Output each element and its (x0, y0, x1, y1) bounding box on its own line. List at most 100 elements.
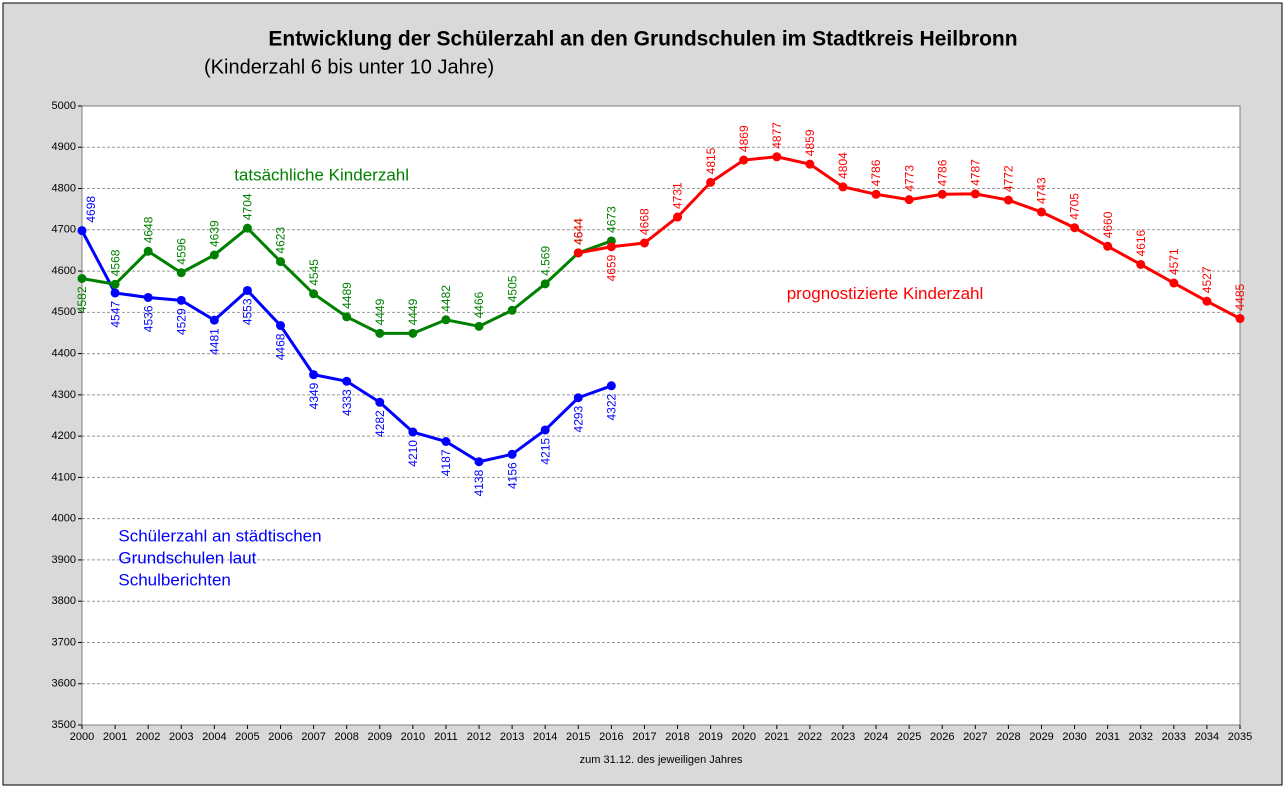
y-tick-label: 4400 (52, 348, 76, 360)
x-tick-label: 2010 (401, 731, 425, 743)
data-point (375, 328, 385, 338)
data-point (606, 242, 616, 252)
y-tick-label: 3700 (52, 636, 76, 648)
data-point (673, 212, 683, 222)
x-tick-label: 2025 (897, 731, 921, 743)
data-label: 4644 (571, 218, 585, 245)
data-point (507, 305, 517, 315)
data-point (706, 177, 716, 187)
data-label: 4536 (141, 305, 155, 332)
x-tick-label: 2023 (831, 731, 855, 743)
data-label: 4772 (1002, 165, 1016, 192)
x-tick-label: 2021 (765, 731, 789, 743)
data-label: 4349 (307, 382, 321, 409)
plot-area (81, 105, 1241, 726)
y-tick-label: 4200 (52, 430, 76, 442)
data-point (573, 393, 583, 403)
data-point (970, 189, 980, 199)
data-label: 4187 (439, 449, 453, 476)
data-label: 4293 (571, 405, 585, 432)
data-label: 4505 (505, 275, 519, 302)
annotation: Schulberichten (118, 571, 230, 590)
x-tick-label: 2030 (1062, 731, 1086, 743)
annotation: tatsächliche Kinderzahl (234, 166, 409, 185)
x-tick-label: 2015 (566, 731, 590, 743)
x-tick-label: 2001 (103, 731, 127, 743)
data-point (242, 223, 252, 233)
data-label: 4571 (1167, 248, 1181, 275)
data-label: 4787 (968, 159, 982, 186)
data-point (474, 457, 484, 467)
x-tick-label: 2004 (202, 731, 226, 743)
data-point (639, 238, 649, 248)
data-label: 4869 (737, 125, 751, 152)
x-tick-label: 2000 (70, 731, 94, 743)
y-tick-label: 3600 (52, 678, 76, 690)
data-label: 4333 (340, 389, 354, 416)
x-tick-label: 2007 (301, 731, 325, 743)
data-label: 4743 (1035, 177, 1049, 204)
y-tick-label: 4900 (52, 141, 76, 153)
y-tick-label: 3500 (52, 719, 76, 731)
data-point (1169, 278, 1179, 288)
data-point (441, 436, 451, 446)
data-point (143, 292, 153, 302)
data-point (772, 152, 782, 162)
data-label: 4705 (1068, 193, 1082, 220)
data-label: 4527 (1200, 266, 1214, 293)
data-label: 4138 (472, 469, 486, 496)
data-point (573, 248, 583, 258)
data-label: 4481 (208, 328, 222, 355)
y-tick-label: 4000 (52, 513, 76, 525)
data-point (507, 449, 517, 459)
x-tick-label: 2033 (1162, 731, 1186, 743)
x-tick-label: 2014 (533, 731, 557, 743)
data-point (309, 289, 319, 299)
data-label: 4698 (84, 196, 98, 223)
data-label: 4553 (241, 298, 255, 325)
data-point (904, 195, 914, 205)
data-label: 4449 (406, 298, 420, 325)
x-tick-label: 2017 (632, 731, 656, 743)
x-tick-label: 2027 (963, 731, 987, 743)
data-point (1003, 195, 1013, 205)
data-label: 4786 (869, 159, 883, 186)
annotation: prognostizierte Kinderzahl (787, 284, 984, 303)
x-tick-label: 2005 (235, 731, 259, 743)
x-tick-label: 2018 (665, 731, 689, 743)
data-point (408, 328, 418, 338)
data-label: 4815 (704, 147, 718, 174)
y-tick-label: 3900 (52, 554, 76, 566)
data-point (1235, 314, 1245, 324)
x-tick-label: 2006 (268, 731, 292, 743)
data-label: 4468 (274, 333, 288, 360)
data-label: 4529 (174, 308, 188, 335)
data-point (276, 321, 286, 331)
data-label: 4859 (803, 129, 817, 156)
y-tick-label: 4700 (52, 224, 76, 236)
data-label: 4282 (373, 410, 387, 437)
x-tick-label: 2031 (1095, 731, 1119, 743)
x-tick-label: 2009 (368, 731, 392, 743)
y-tick-label: 4800 (52, 182, 76, 194)
data-point (110, 279, 120, 289)
data-point (77, 273, 87, 283)
data-label: 4.569 (538, 246, 552, 276)
x-tick-label: 2016 (599, 731, 623, 743)
data-label: 4623 (274, 227, 288, 254)
data-point (1136, 259, 1146, 269)
x-tick-label: 2019 (698, 731, 722, 743)
data-label: 4568 (108, 249, 122, 276)
data-label: 4545 (307, 259, 321, 286)
data-label: 4156 (505, 462, 519, 489)
data-point (606, 381, 616, 391)
data-label: 4877 (770, 122, 784, 149)
x-tick-label: 2008 (334, 731, 358, 743)
data-point (1202, 296, 1212, 306)
data-point (937, 189, 947, 199)
data-label: 4596 (174, 238, 188, 265)
y-tick-label: 4500 (52, 306, 76, 318)
data-point (540, 425, 550, 435)
x-tick-label: 2024 (864, 731, 888, 743)
data-label: 4215 (538, 438, 552, 465)
